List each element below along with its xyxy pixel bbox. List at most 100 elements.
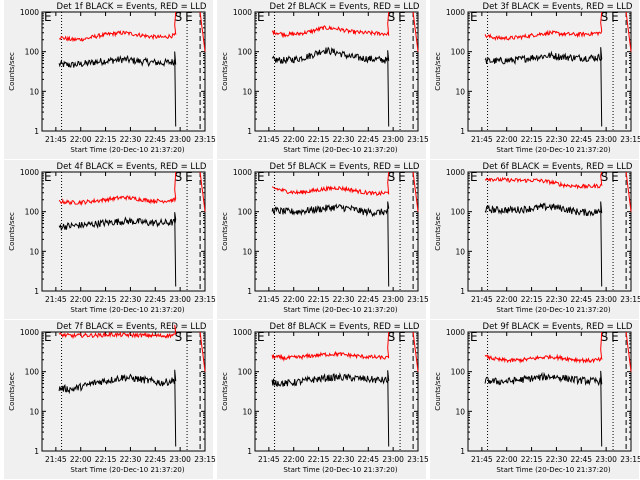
x-tick-label: 23:15 [407, 135, 429, 144]
events-series-line [271, 201, 390, 287]
event-marker-label: S [388, 330, 396, 344]
x-tick-label: 23:15 [620, 455, 640, 464]
event-marker-label: E [470, 330, 478, 344]
y-tick-label: 100 [238, 208, 253, 217]
x-axis-label: Start Time (20-Dec-10 21:37:20) [70, 146, 184, 154]
y-tick-label: 1000 [20, 8, 39, 17]
x-tick-label: 22:30 [546, 455, 568, 464]
x-tick-label: 22:15 [521, 455, 543, 464]
chart-panel: Det 8f BLACK = Events, RED = LLD 1 10 100 10… [217, 320, 429, 479]
plot-frame [254, 11, 419, 132]
events-series-line [484, 47, 603, 127]
y-tick-label: 1 [247, 127, 252, 136]
x-tick-label: 22:30 [333, 135, 355, 144]
panel-background [4, 0, 213, 159]
event-marker-label: E [44, 330, 52, 344]
x-tick-label: 21:45 [45, 295, 67, 304]
plot-frame [41, 171, 206, 292]
event-marker-label: E [257, 10, 265, 24]
event-marker-label: E [398, 10, 406, 24]
event-marker-label: E [470, 170, 478, 184]
y-tick-label: 10 [242, 87, 252, 96]
y-tick-label: 1 [34, 287, 39, 296]
chart-title: Det 7f BLACK = Events, RED = LLD [57, 322, 207, 332]
event-marker-label: E [611, 330, 619, 344]
panel-background [4, 160, 213, 319]
y-tick-label: 10 [29, 87, 39, 96]
x-tick-label: 23:15 [620, 295, 640, 304]
y-axis-label: Counts/sec [221, 52, 229, 91]
x-tick-label: 23:00 [382, 135, 404, 144]
x-tick-label: 22:00 [70, 455, 92, 464]
events-series-line [58, 212, 177, 287]
x-tick-label: 23:00 [169, 455, 191, 464]
chart-panel: Det 1f BLACK = Events, RED = LLD 1 10 100 10… [4, 0, 216, 159]
chart-title: Det 5f BLACK = Events, RED = LLD [270, 162, 420, 172]
x-tick-label: 22:00 [496, 455, 518, 464]
x-tick-label: 22:30 [120, 455, 142, 464]
x-tick-label: 22:30 [120, 135, 142, 144]
x-tick-label: 21:45 [471, 455, 493, 464]
x-tick-label: 22:45 [144, 135, 166, 144]
y-tick-label: 1 [247, 447, 252, 456]
event-marker-label: E [185, 330, 193, 344]
x-tick-label: 23:00 [382, 455, 404, 464]
event-marker-label: E [44, 10, 52, 24]
x-tick-label: 22:30 [546, 295, 568, 304]
panel-background [217, 320, 426, 479]
event-marker-label: S [601, 170, 609, 184]
events-series-line [271, 370, 390, 447]
x-tick-label: 21:45 [471, 295, 493, 304]
event-marker-label: E [185, 170, 193, 184]
panel-background [430, 320, 639, 479]
x-tick-label: 22:15 [95, 135, 117, 144]
x-tick-label: 22:00 [70, 295, 92, 304]
chart-title: Det 9f BLACK = Events, RED = LLD [483, 322, 633, 332]
y-tick-label: 1000 [446, 328, 465, 337]
event-marker-label: E [257, 330, 265, 344]
x-tick-label: 21:45 [471, 135, 493, 144]
x-tick-label: 22:15 [95, 455, 117, 464]
plot-frame [467, 171, 632, 292]
events-series-line [271, 46, 390, 127]
x-tick-label: 21:45 [258, 135, 280, 144]
y-tick-label: 100 [238, 368, 253, 377]
lld-series-line [58, 324, 177, 340]
events-series-line [484, 370, 603, 447]
lld-decay-line [625, 171, 632, 212]
lld-decay-line [625, 11, 632, 52]
x-axis-label: Start Time (20-Dec-10 21:37:20) [496, 146, 610, 154]
lld-decay-line [412, 331, 419, 372]
lld-decay-line [199, 171, 206, 212]
chart-title: Det 6f BLACK = Events, RED = LLD [483, 162, 633, 172]
plot-frame [41, 11, 206, 132]
y-tick-label: 1 [460, 287, 465, 296]
x-tick-label: 23:15 [407, 455, 429, 464]
x-axis-label: Start Time (20-Dec-10 21:37:20) [496, 306, 610, 314]
x-axis-label: Start Time (20-Dec-10 21:37:20) [70, 306, 184, 314]
chart-panel: Det 5f BLACK = Events, RED = LLD 1 10 100 10… [217, 160, 429, 319]
event-marker-label: E [611, 10, 619, 24]
y-axis-label: Counts/sec [8, 52, 16, 91]
x-tick-label: 22:00 [70, 135, 92, 144]
y-tick-label: 10 [455, 407, 465, 416]
y-tick-label: 10 [242, 407, 252, 416]
y-tick-label: 100 [25, 368, 40, 377]
lld-decay-line [199, 331, 206, 372]
x-tick-label: 22:45 [357, 295, 379, 304]
y-tick-label: 1000 [446, 8, 465, 17]
x-tick-label: 22:15 [308, 135, 330, 144]
y-tick-label: 1 [34, 127, 39, 136]
lld-series-line [271, 11, 390, 39]
y-axis-label: Counts/sec [8, 212, 16, 251]
x-tick-label: 21:45 [45, 455, 67, 464]
x-tick-label: 23:00 [169, 295, 191, 304]
x-tick-label: 22:00 [283, 295, 305, 304]
x-axis-label: Start Time (20-Dec-10 21:37:20) [283, 146, 397, 154]
x-tick-label: 22:45 [570, 295, 592, 304]
event-marker-label: S [601, 330, 609, 344]
chart-title: Det 4f BLACK = Events, RED = LLD [57, 162, 207, 172]
panel-background [4, 320, 213, 479]
x-tick-label: 23:00 [382, 295, 404, 304]
